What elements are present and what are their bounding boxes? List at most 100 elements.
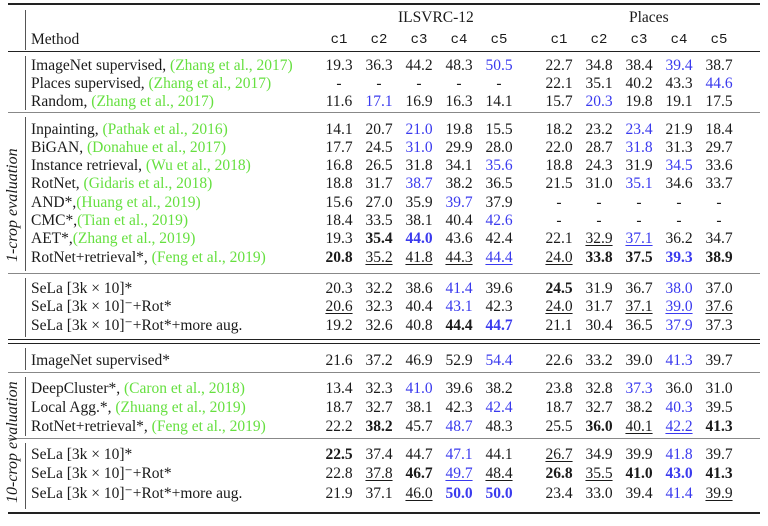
table-cell: 37.0 bbox=[705, 280, 733, 297]
table-cell: 44.0 bbox=[405, 230, 433, 247]
method-label: Places supervised, bbox=[31, 75, 149, 92]
table-cell: 26.7 bbox=[545, 446, 573, 463]
column-header: c5 bbox=[490, 32, 508, 48]
method-name: AET*,(Zhang et al., 2019) bbox=[31, 230, 195, 248]
table-cell: 17.7 bbox=[325, 139, 353, 156]
table-cell: 50.0 bbox=[485, 485, 513, 502]
table-cell: 40.8 bbox=[405, 317, 433, 334]
table-cell: 48.4 bbox=[485, 465, 513, 482]
table-cell: 50.5 bbox=[485, 57, 513, 74]
citation-link[interactable]: (Huang et al., 2019) bbox=[76, 194, 201, 211]
group-header-ilsvrc: ILSVRC-12 bbox=[398, 9, 474, 26]
table-cell: 28.7 bbox=[585, 139, 613, 156]
table-cell: 36.0 bbox=[585, 418, 613, 435]
table-cell: 31.3 bbox=[665, 139, 693, 156]
table-cell: 32.6 bbox=[365, 317, 393, 334]
citation-link[interactable]: (Zhang et al., 2019) bbox=[72, 230, 196, 247]
table-cell: 17.5 bbox=[705, 93, 733, 110]
table-cell: 24.5 bbox=[545, 280, 573, 297]
table-cell: 36.2 bbox=[665, 230, 693, 247]
table-cell: - bbox=[716, 212, 722, 229]
method-label: SeLa [3k × 10]⁻+Rot*+more aug. bbox=[31, 317, 243, 334]
table-cell: 33.2 bbox=[585, 352, 613, 369]
method-label: RotNet, bbox=[31, 175, 84, 192]
table-cell: 35.6 bbox=[485, 157, 513, 174]
table-cell: 37.1 bbox=[365, 485, 393, 502]
bottom-rule bbox=[8, 512, 760, 514]
table-cell: 41.4 bbox=[665, 485, 693, 502]
method-label: AND*, bbox=[31, 194, 77, 211]
column-header: c5 bbox=[710, 32, 728, 48]
citation-link[interactable]: (Caron et al., 2018) bbox=[123, 380, 245, 397]
table-cell: 33.7 bbox=[705, 175, 733, 192]
table-cell: 39.6 bbox=[485, 280, 513, 297]
citation-link[interactable]: (Zhang et al., 2017) bbox=[148, 75, 272, 92]
citation-link[interactable]: (Pathak et al., 2016) bbox=[102, 121, 228, 138]
table-cell: 35.2 bbox=[365, 249, 393, 266]
vertical-rule bbox=[25, 348, 26, 370]
table-cell: 11.6 bbox=[325, 93, 353, 110]
citation-link[interactable]: (Zhuang et al., 2019) bbox=[115, 399, 246, 416]
method-label: RotNet+retrieval*, bbox=[31, 418, 152, 435]
table-cell: 32.3 bbox=[365, 298, 393, 315]
citation-link[interactable]: (Tian et al., 2019) bbox=[77, 212, 189, 229]
table-row: Local Agg.*, (Zhuang et al., 2019) 18.7 32… bbox=[0, 399, 768, 417]
column-header: c2 bbox=[370, 32, 388, 48]
citation-link[interactable]: (Zhang et al., 2017) bbox=[170, 57, 293, 74]
citation-link[interactable]: (Zhang et al., 2017) bbox=[91, 93, 214, 110]
table-cell: 32.7 bbox=[365, 399, 393, 416]
column-header: c1 bbox=[330, 32, 348, 48]
table-cell: 40.3 bbox=[665, 399, 693, 416]
method-label: Random, bbox=[31, 93, 92, 110]
table-cell: 22.8 bbox=[325, 465, 353, 482]
table-row: AND*,(Huang et al., 2019) 15.6 27.0 35.9 39.… bbox=[0, 194, 768, 212]
table-cell: 21.0 bbox=[405, 121, 433, 138]
table-cell: 40.4 bbox=[445, 212, 473, 229]
method-name: DeepCluster*, (Caron et al., 2018) bbox=[31, 380, 245, 398]
table-cell: 34.8 bbox=[585, 57, 613, 74]
double-rule-bottom bbox=[8, 343, 760, 344]
method-label: BiGAN, bbox=[31, 139, 87, 156]
table-cell: 39.5 bbox=[705, 399, 733, 416]
table-cell: 50.0 bbox=[445, 485, 473, 502]
table-cell: 48.3 bbox=[485, 418, 513, 435]
table-cell: 31.8 bbox=[625, 139, 653, 156]
method-label: AET*, bbox=[31, 230, 73, 247]
table-cell: 30.4 bbox=[585, 317, 613, 334]
table-cell: 42.4 bbox=[485, 230, 513, 247]
column-header: c3 bbox=[630, 32, 648, 48]
vertical-rule bbox=[25, 443, 26, 509]
vertical-rule bbox=[25, 117, 26, 271]
table-row: CMC*,(Tian et al., 2019) 18.4 33.5 38.1 40.4… bbox=[0, 212, 768, 230]
citation-link[interactable]: (Donahue et al., 2017) bbox=[86, 139, 227, 156]
method-name: RotNet, (Gidaris et al., 2018) bbox=[31, 175, 212, 193]
table-cell: 16.9 bbox=[405, 93, 433, 110]
table-cell: 23.4 bbox=[625, 121, 653, 138]
method-label: DeepCluster*, bbox=[31, 380, 124, 397]
method-name: RotNet+retrieval*, (Feng et al., 2019) bbox=[31, 418, 266, 436]
table-cell: 21.9 bbox=[665, 121, 693, 138]
table-cell: 38.2 bbox=[625, 399, 653, 416]
table-row: SeLa [3k × 10]⁻+Rot* 20.6 32.3 40.4 43.1 42.3… bbox=[0, 298, 768, 316]
table-cell: 20.3 bbox=[325, 280, 353, 297]
citation-link[interactable]: (Wu et al., 2018) bbox=[145, 157, 251, 174]
table-cell: 52.9 bbox=[445, 352, 473, 369]
table-cell: - bbox=[376, 75, 382, 92]
table-cell: 16.8 bbox=[325, 157, 353, 174]
method-name: SeLa [3k × 10]⁻+Rot* bbox=[31, 298, 172, 316]
table-cell: 46.7 bbox=[405, 465, 433, 482]
table-cell: 44.3 bbox=[445, 249, 473, 266]
table-cell: 34.7 bbox=[705, 230, 733, 247]
table-cell: 42.2 bbox=[665, 418, 693, 435]
table-cell: 14.1 bbox=[485, 93, 513, 110]
table-cell: 35.1 bbox=[585, 75, 613, 92]
citation-link[interactable]: (Feng et al., 2019) bbox=[151, 418, 266, 435]
citation-link[interactable]: (Feng et al., 2019) bbox=[151, 249, 266, 266]
table-cell: 37.3 bbox=[625, 380, 653, 397]
citation-link[interactable]: (Gidaris et al., 2018) bbox=[83, 175, 213, 192]
method-label: SeLa [3k × 10]* bbox=[31, 446, 133, 463]
table-cell: 37.6 bbox=[705, 298, 733, 315]
table-cell: 38.2 bbox=[485, 380, 513, 397]
table-row: SeLa [3k × 10]⁻+Rot*+more aug. 21.9 37.1 46… bbox=[0, 485, 768, 503]
table-row: RotNet+retrieval*, (Feng et al., 2019) 22… bbox=[0, 418, 768, 436]
